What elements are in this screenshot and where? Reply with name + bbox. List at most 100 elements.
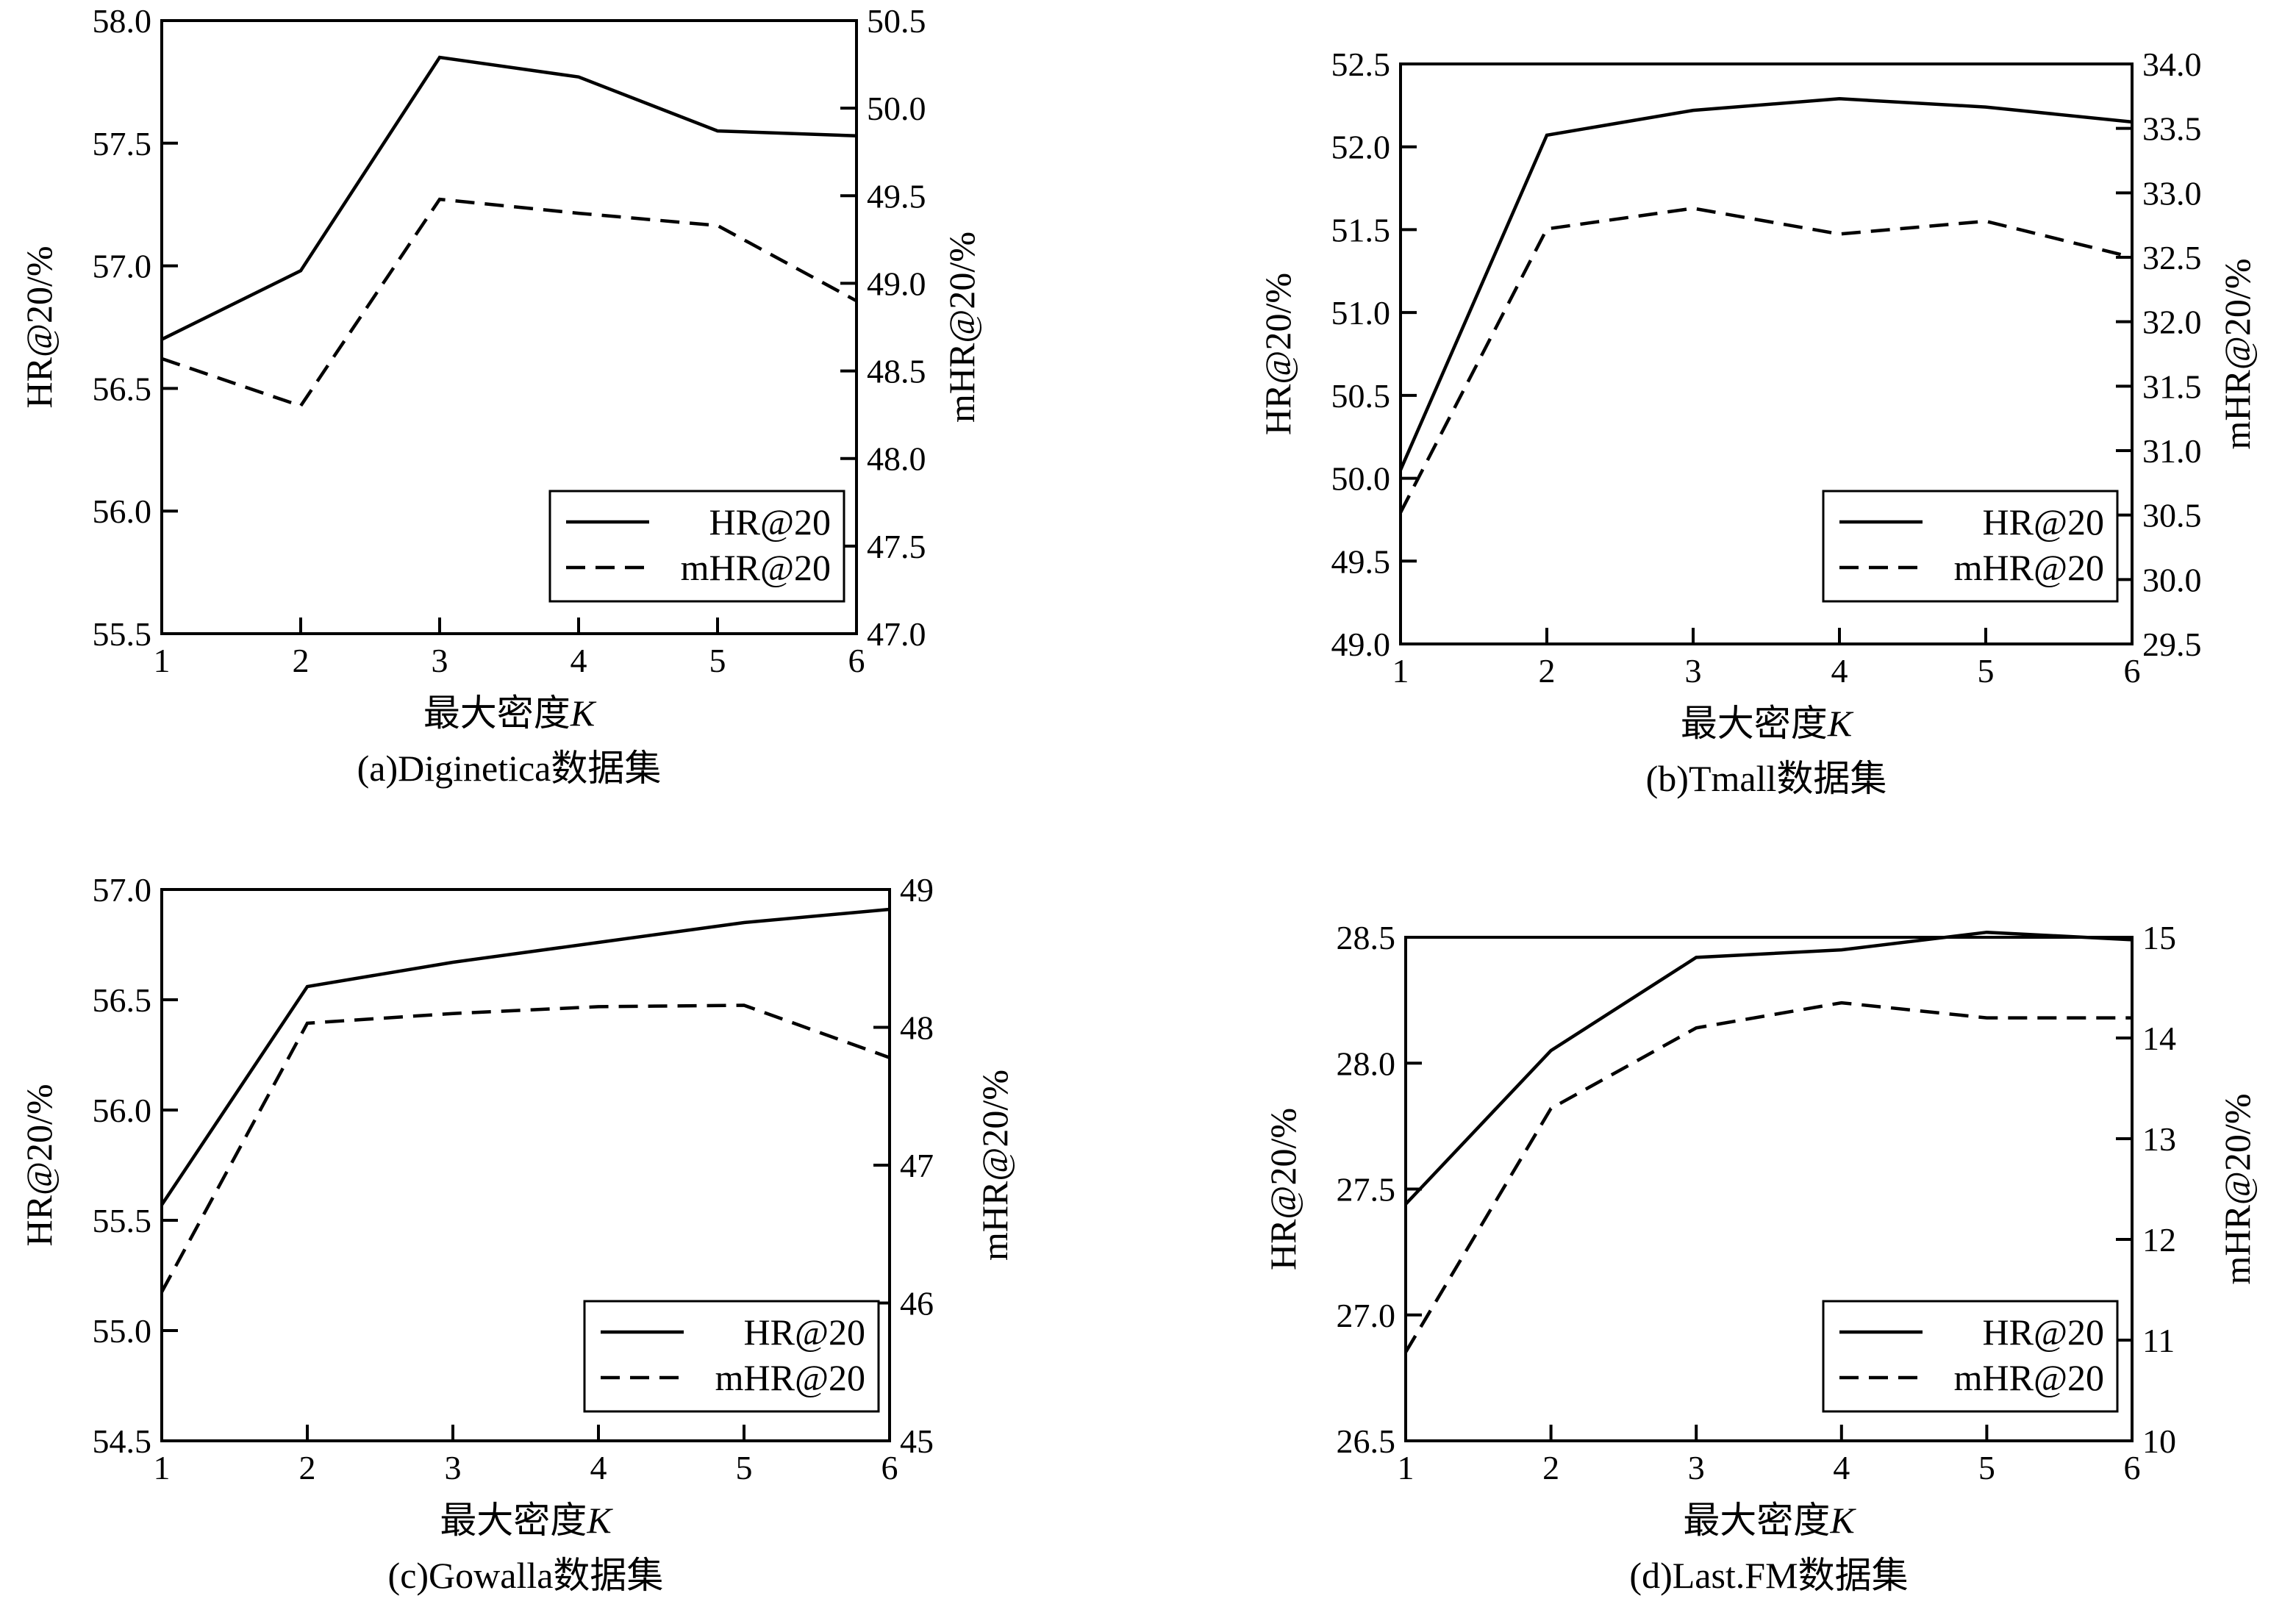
x-tick-label: 4 <box>1833 1449 1850 1486</box>
series-line-hr <box>160 907 890 1206</box>
y-right-tick-label: 46 <box>900 1285 934 1322</box>
y-right-tick-label: 33.0 <box>2142 174 2202 212</box>
y-left-tick-label: 56.5 <box>93 370 152 407</box>
y-right-axis-label: mHR@20/% <box>2217 1094 2258 1285</box>
y-left-tick-label: 56.0 <box>93 1092 152 1129</box>
y-right-axis-label: mHR@20/% <box>941 232 982 423</box>
y-right-tick-label: 29.5 <box>2142 626 2202 663</box>
y-right-tick-label: 49.5 <box>867 177 926 215</box>
x-tick-label: 2 <box>293 642 310 679</box>
x-axis-label-variable: K <box>586 1500 613 1541</box>
x-axis-label-text: 最大密度 <box>440 1500 587 1541</box>
y-left-tick-label: 57.0 <box>93 248 152 285</box>
y-left-axis-label: HR@20/% <box>18 1084 60 1246</box>
y-right-tick-label: 12 <box>2142 1221 2176 1259</box>
x-tick-label: 4 <box>1831 652 1848 690</box>
chart-panel-2: 1 2 3 4 5 6 49.0 49.5 50.0 50.5 51.0 51.5 52.0 52.5 29… <box>1257 46 2258 799</box>
y-right-tick-label: 30.5 <box>2142 497 2202 534</box>
legend-label-mhr: mHR@20 <box>715 1357 865 1398</box>
y-left-tick-label: 55.5 <box>93 1202 152 1239</box>
y-right-tick-label: 33.5 <box>2142 110 2202 148</box>
x-tick-label: 1 <box>1392 652 1409 690</box>
x-tick-label: 3 <box>432 642 448 679</box>
x-axis-label: 最大密度K <box>1681 703 1854 744</box>
y-right-tick-label: 13 <box>2142 1120 2176 1158</box>
series-line-hr <box>1404 930 2133 1206</box>
legend-label-hr: HR@20 <box>743 1311 865 1353</box>
x-tick-label: 6 <box>2124 652 2141 690</box>
y-left-tick-label: 52.5 <box>1331 46 1391 83</box>
y-right-tick-label: 48 <box>900 1009 934 1047</box>
x-tick-label: 5 <box>1978 1449 1995 1486</box>
x-axis-label-text: 最大密度 <box>1683 1500 1830 1541</box>
x-tick-label: 2 <box>299 1449 316 1486</box>
x-tick-label: 4 <box>571 642 587 679</box>
y-right-tick-label: 49.0 <box>867 265 926 302</box>
y-left-tick-label: 27.0 <box>1337 1297 1396 1334</box>
plot-frame <box>160 19 858 635</box>
x-axis-label-variable: K <box>1827 703 1854 744</box>
x-tick-label: 5 <box>736 1449 753 1486</box>
chart-panel-1: 1 2 3 4 5 6 55.5 56.0 56.5 57.0 57.5 58.0 47.0 47.5 48… <box>18 2 982 789</box>
y-left-tick-label: 50.5 <box>1331 377 1391 415</box>
series-line-mhr <box>160 1003 890 1293</box>
y-right-tick-label: 48.0 <box>867 440 926 478</box>
legend-label-mhr: mHR@20 <box>1954 547 2104 588</box>
x-tick-label: 6 <box>848 642 865 679</box>
panel-caption: (c)Gowalla数据集 <box>388 1555 664 1596</box>
legend-box <box>583 1300 880 1413</box>
y-right-tick-label: 47 <box>900 1147 934 1184</box>
y-right-tick-label: 31.5 <box>2142 368 2202 405</box>
y-left-tick-label: 57.0 <box>93 871 152 909</box>
y-left-axis-label: HR@20/% <box>1262 1108 1303 1270</box>
y-left-tick-label: 52.0 <box>1331 129 1391 166</box>
y-right-axis-label: mHR@20/% <box>2217 259 2258 450</box>
legend-box <box>548 490 845 603</box>
x-tick-label: 1 <box>1398 1449 1415 1486</box>
y-left-tick-label: 28.5 <box>1337 919 1396 956</box>
x-tick-label: 3 <box>445 1449 462 1486</box>
x-axis-label: 最大密度K <box>423 692 597 734</box>
y-right-tick-label: 48.5 <box>867 353 926 390</box>
panel-caption: (d)Last.FM数据集 <box>1629 1555 1908 1596</box>
y-left-tick-label: 50.0 <box>1331 460 1391 498</box>
series-line-mhr <box>1404 1000 2132 1353</box>
x-axis-label: 最大密度K <box>1683 1500 1856 1541</box>
y-left-tick-label: 49.5 <box>1331 543 1391 580</box>
y-right-tick-label: 45 <box>900 1422 934 1460</box>
x-axis-label: 最大密度K <box>440 1500 613 1541</box>
y-right-tick-label: 49 <box>900 871 934 909</box>
y-right-tick-label: 30.0 <box>2142 561 2202 598</box>
y-left-axis-label: HR@20/% <box>18 246 60 408</box>
y-right-tick-label: 32.0 <box>2142 304 2202 341</box>
series-line-hr <box>161 55 857 341</box>
y-left-tick-label: 49.0 <box>1331 626 1391 663</box>
y-right-tick-label: 50.0 <box>867 90 926 127</box>
y-right-tick-label: 10 <box>2142 1422 2176 1460</box>
y-left-tick-label: 57.5 <box>93 125 152 162</box>
series-line-hr <box>1398 97 2133 471</box>
series-line-mhr <box>161 197 858 408</box>
y-right-axis-label: mHR@20/% <box>974 1070 1015 1261</box>
series-line-mhr <box>1399 207 2133 514</box>
x-tick-label: 3 <box>1685 652 1702 690</box>
x-tick-label: 3 <box>1688 1449 1705 1486</box>
y-right-tick-label: 47.0 <box>867 615 926 653</box>
legend-box <box>1822 490 2119 603</box>
panel-caption: (a)Diginetica数据集 <box>357 748 662 789</box>
x-tick-label: 2 <box>1539 652 1556 690</box>
legend-box <box>1822 1300 2119 1413</box>
x-tick-label: 5 <box>1978 652 1995 690</box>
y-left-tick-label: 51.5 <box>1331 211 1391 248</box>
x-axis-label-variable: K <box>1829 1500 1856 1541</box>
y-left-tick-label: 26.5 <box>1337 1422 1396 1460</box>
x-tick-label: 6 <box>2124 1449 2141 1486</box>
x-tick-label: 1 <box>154 1449 171 1486</box>
x-axis-label-text: 最大密度 <box>423 692 571 734</box>
y-left-tick-label: 54.5 <box>93 1422 152 1460</box>
